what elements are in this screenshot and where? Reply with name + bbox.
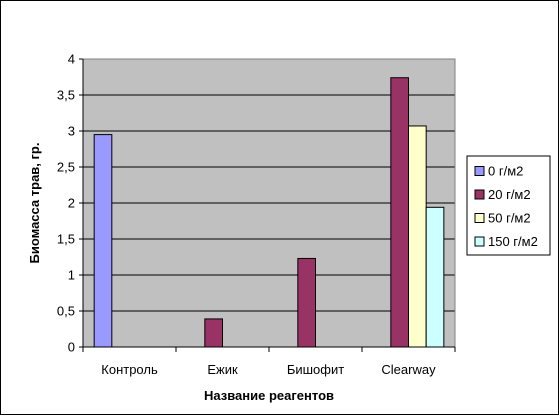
legend-label: 150 г/м2 — [488, 234, 538, 249]
y-tick-label: 2,5 — [57, 160, 75, 175]
legend: 0 г/м2 20 г/м2 50 г/м2 150 г/м2 — [466, 155, 551, 256]
y-tick-label: 3,5 — [57, 88, 75, 103]
legend-swatch — [474, 213, 485, 223]
y-tick-label: 1 — [68, 268, 75, 283]
x-tick-label: Ежик — [207, 362, 238, 377]
legend-items: 0 г/м2 20 г/м2 50 г/м2 150 г/м2 — [474, 164, 538, 249]
y-tick-label: 0 — [68, 340, 75, 355]
y-axis-title: Биомасса трав, гр. — [27, 143, 42, 264]
legend-label: 20 г/м2 — [488, 187, 531, 202]
y-tick-label: 1,5 — [57, 232, 75, 247]
x-tick-label: Clearway — [381, 362, 436, 377]
y-tick-label: 4 — [68, 52, 75, 67]
bars — [93, 77, 445, 348]
x-tick-label: Бишофит — [287, 362, 344, 377]
bar-2-2 — [204, 318, 224, 348]
x-tick-labels: Контроль Ежик Бишофит Clearway — [101, 362, 436, 377]
bar-2-4 — [390, 77, 409, 348]
x-tick-label: Контроль — [101, 362, 158, 377]
bar-1-1 — [93, 134, 113, 348]
y-tick-labels: 0 0,5 1 1,5 2 2,5 3 3,5 4 — [57, 52, 75, 355]
y-tick-label: 2 — [68, 196, 75, 211]
bar-2-3 — [297, 257, 316, 348]
bar-3-4 — [408, 125, 427, 348]
y-tick-label: 3 — [68, 124, 75, 139]
y-tick-label: 0,5 — [57, 304, 75, 319]
axes — [79, 58, 456, 352]
legend-label: 50 г/м2 — [488, 211, 531, 226]
legend-swatch — [474, 189, 485, 200]
x-axis-title: Название реагентов — [204, 388, 334, 403]
legend-swatch — [474, 166, 485, 176]
legend-swatch — [474, 236, 485, 247]
bar-4-4 — [425, 206, 445, 348]
legend-label: 0 г/м2 — [488, 164, 523, 179]
